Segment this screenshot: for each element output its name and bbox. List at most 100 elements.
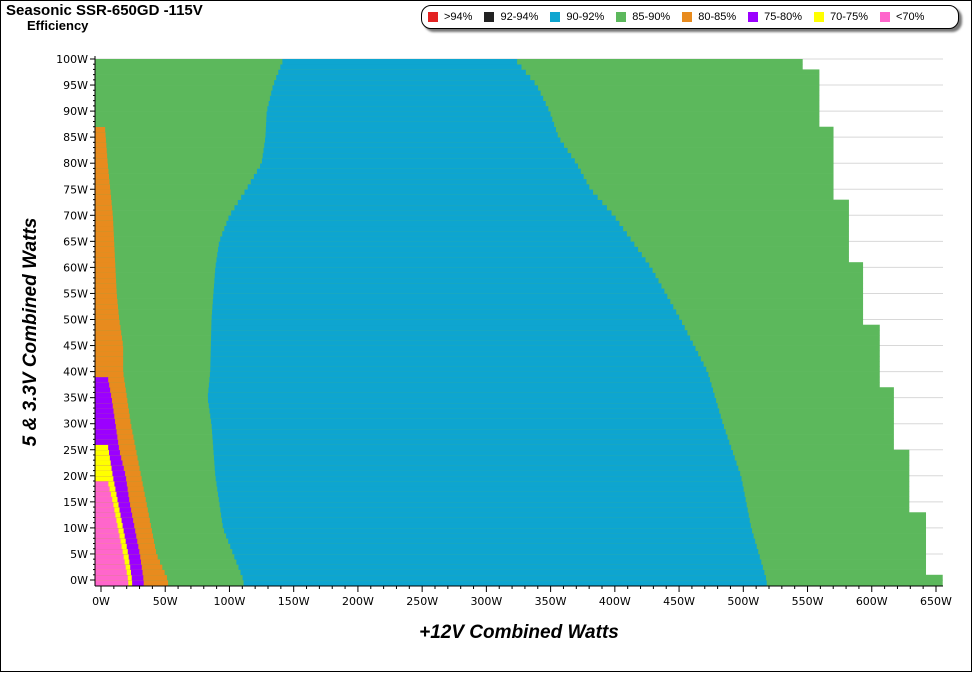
- cell-90-92: [218, 496, 746, 503]
- cell-90-92: [266, 111, 551, 117]
- cell-80-85: [94, 246, 115, 253]
- cell-80-85: [94, 152, 108, 159]
- cell-80-85: [94, 387, 126, 393]
- cell-90-92: [241, 194, 598, 200]
- cell-75-80: [94, 434, 118, 440]
- x-tick-label: 400W: [599, 595, 631, 608]
- cell-90-92: [208, 397, 717, 404]
- cell-80-85: [94, 157, 108, 164]
- cell-80-85: [94, 350, 124, 357]
- cell-lt70: [94, 522, 118, 529]
- cell-90-92: [214, 460, 737, 466]
- cell-90-92: [221, 517, 750, 523]
- cell-90-92: [278, 69, 526, 75]
- cell-90-92: [266, 116, 553, 122]
- cell-80-85: [94, 324, 121, 331]
- cell-90-92: [220, 236, 631, 242]
- legend-label: <70%: [895, 11, 925, 23]
- legend: >94% 92-94% 90-92% 85-90% 80-85% 75-80% 70-75%…: [421, 5, 959, 29]
- cell-90-92: [226, 220, 620, 227]
- cell-80-85: [94, 220, 114, 227]
- cell-80-85: [94, 345, 124, 352]
- cell-90-92: [212, 434, 728, 440]
- legend-item: <70%: [879, 11, 925, 23]
- cell-80-85: [94, 142, 107, 148]
- cell-80-85: [94, 366, 124, 372]
- cell-90-92: [211, 314, 680, 320]
- cell-90-92: [208, 402, 718, 409]
- x-tick-label: 650W: [920, 595, 952, 608]
- cell-90-92: [211, 423, 724, 430]
- cell-80-85: [94, 131, 106, 138]
- cell-90-92: [240, 569, 765, 576]
- cell-90-92: [212, 309, 677, 315]
- cell-80-85: [94, 303, 118, 310]
- cell-90-92: [213, 288, 665, 294]
- cell-90-92: [262, 152, 572, 159]
- y-tick-label: 15W: [63, 496, 88, 509]
- cell-90-92: [215, 470, 741, 477]
- x-tick-label: 550W: [792, 595, 824, 608]
- legend-item: 75-80%: [748, 11, 802, 23]
- y-tick-label: 90W: [63, 105, 88, 118]
- cell-90-92: [216, 256, 646, 263]
- cell-70-75: [94, 475, 114, 482]
- legend-label: 70-75%: [830, 11, 868, 23]
- cell-90-92: [218, 246, 639, 253]
- cell-90-92: [219, 501, 747, 508]
- cell-90-92: [216, 481, 743, 487]
- cell-90-92: [230, 543, 757, 550]
- y-tick-label: 100W: [56, 53, 88, 66]
- cell-90-92: [267, 105, 549, 112]
- cell-90-92: [211, 335, 691, 341]
- cell-75-80: [94, 376, 109, 383]
- cell-80-85: [94, 236, 115, 242]
- legend-label: >94%: [444, 11, 473, 23]
- cell-90-92: [213, 283, 662, 289]
- cell-90-92: [211, 329, 688, 336]
- cell-90-92: [282, 59, 518, 65]
- cell-80-85: [94, 371, 124, 378]
- cell-80-85: [94, 189, 111, 195]
- cell-90-92: [208, 387, 714, 393]
- cell-lt70: [94, 481, 109, 487]
- cell-80-85: [94, 283, 117, 289]
- x-tick-label: 500W: [727, 595, 759, 608]
- cell-90-92: [222, 522, 751, 529]
- cell-lt70: [94, 501, 114, 508]
- x-tick-label: 250W: [406, 595, 438, 608]
- cell-90-92: [209, 371, 709, 378]
- cell-90-92: [212, 303, 674, 310]
- cell-90-92: [224, 225, 624, 232]
- legend-item: 90-92%: [550, 11, 604, 23]
- legend-label: 75-80%: [764, 11, 803, 23]
- cell-lt70: [94, 569, 127, 576]
- y-tick-label: 70W: [63, 209, 88, 222]
- y-tick-label: 85W: [63, 131, 88, 144]
- legend-swatch: [814, 12, 825, 22]
- cell-90-92: [247, 184, 590, 190]
- y-tick-label: 50W: [63, 314, 88, 327]
- cell-80-85: [94, 178, 110, 185]
- cell-90-92: [221, 512, 749, 518]
- cell-lt70: [94, 491, 111, 497]
- cell-lt70: [94, 507, 115, 513]
- x-tick-label: 100W: [214, 595, 246, 608]
- cell-90-92: [220, 507, 748, 513]
- cell-80-85: [94, 199, 112, 206]
- cell-lt70: [94, 538, 121, 544]
- cell-70-75: [94, 470, 113, 477]
- cell-90-92: [231, 210, 612, 216]
- cell-90-92: [215, 475, 742, 482]
- cell-80-85: [94, 298, 118, 305]
- chart-title: Seasonic SSR-650GD -115V: [6, 2, 203, 19]
- cell-90-92: [265, 137, 561, 143]
- legend-item: >94%: [428, 11, 472, 23]
- cell-90-92: [228, 215, 616, 221]
- cell-80-85: [94, 335, 122, 341]
- cell-90-92: [214, 272, 656, 279]
- cell-90-92: [218, 491, 745, 497]
- y-tick-label: 65W: [63, 235, 88, 248]
- cell-90-92: [210, 361, 704, 367]
- chart-subtitle: Efficiency: [27, 18, 89, 33]
